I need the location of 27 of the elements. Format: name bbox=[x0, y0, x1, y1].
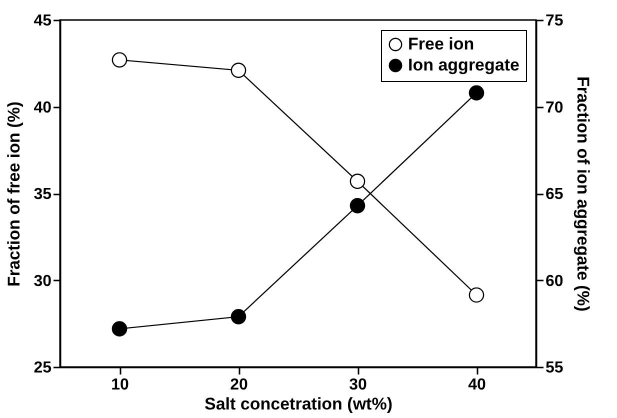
x-tick-label: 10 bbox=[111, 376, 129, 394]
point bbox=[230, 309, 246, 324]
y-tick-label: 25 bbox=[34, 360, 52, 376]
y2-tick-label: 55 bbox=[546, 360, 564, 376]
x-tick-label: 20 bbox=[230, 376, 248, 394]
point bbox=[112, 52, 128, 68]
point bbox=[468, 287, 484, 303]
y-tick-label: 40 bbox=[34, 99, 52, 116]
y2-tick-label: 65 bbox=[546, 186, 564, 203]
legend-label: Free ion bbox=[408, 34, 474, 54]
y-tick-label: 45 bbox=[34, 12, 52, 30]
point bbox=[112, 321, 128, 336]
point bbox=[230, 62, 246, 78]
x-axis-title: Salt concetration (wt%) bbox=[204, 394, 392, 414]
legend-label: Ion aggregate bbox=[408, 56, 520, 74]
y2-axis-title: Fraction of ion aggregate (%) bbox=[573, 76, 592, 312]
y2-tick-label: 70 bbox=[546, 99, 564, 116]
y-tick-label: 35 bbox=[34, 186, 52, 203]
y-tick-label: 30 bbox=[34, 272, 52, 290]
y2-tick-label: 60 bbox=[546, 272, 564, 290]
x-tick-label: 30 bbox=[349, 376, 367, 394]
x-tick-label: 40 bbox=[468, 376, 486, 394]
y2-tick-label: 75 bbox=[546, 12, 564, 30]
y-axis-title: Fraction of free ion (%) bbox=[4, 101, 24, 287]
point bbox=[468, 85, 484, 101]
point bbox=[350, 198, 366, 214]
point bbox=[350, 174, 366, 190]
